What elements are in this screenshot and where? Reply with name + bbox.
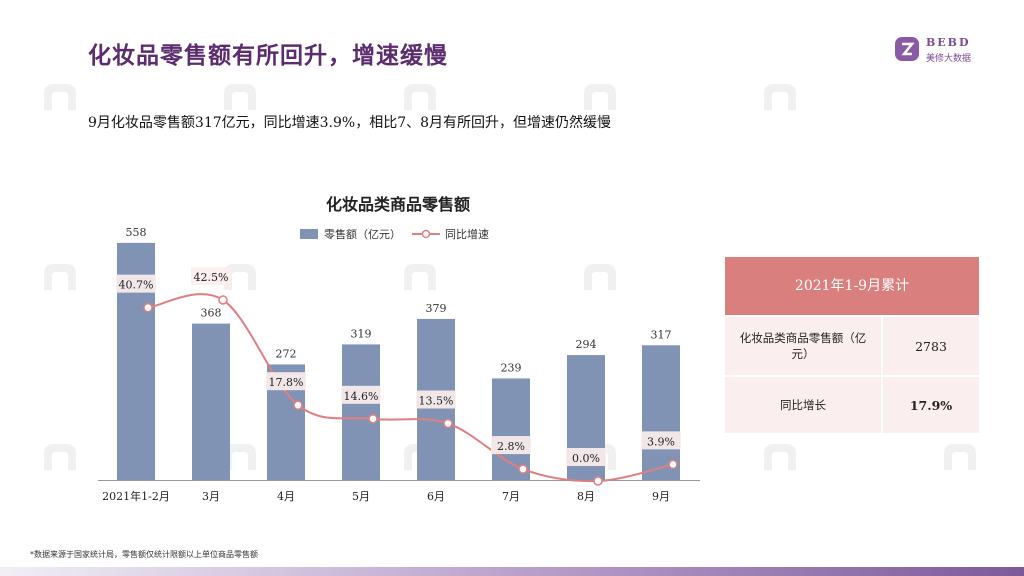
- summary-header: 2021年1-9月累计: [725, 257, 979, 315]
- summary-table: 2021年1-9月累计 化妆品类商品零售额（亿元） 2783 同比增长 17.9…: [725, 257, 979, 433]
- page-title: 化妆品零售额有所回升，增速缓慢: [88, 43, 448, 69]
- watermark-mark: [764, 444, 796, 470]
- growth-point: [593, 476, 603, 486]
- growth-point: [668, 459, 678, 470]
- x-tick-label: 5月: [352, 490, 370, 503]
- growth-point: [218, 295, 228, 305]
- x-tick-label: 4月: [277, 490, 295, 503]
- growth-value-label: 13.5%: [419, 395, 454, 408]
- bar: [342, 344, 380, 480]
- growth-line: [147, 293, 674, 483]
- growth-value-label: 42.5%: [194, 271, 229, 284]
- growth-label-bg: [416, 390, 456, 409]
- bar-value-label: 294: [576, 338, 597, 351]
- summary-row: 化妆品类商品零售额（亿元） 2783: [725, 315, 979, 375]
- x-tick-label: 9月: [652, 490, 670, 503]
- growth-value-label: 17.8%: [269, 376, 304, 389]
- growth-value-label: 3.9%: [647, 435, 675, 448]
- watermark-mark: [764, 84, 796, 110]
- growth-point: [443, 418, 453, 429]
- bottom-bar: [0, 567, 1024, 576]
- footnote: *数据来源于国家统计局，零售额仅统计限额以上单位商品零售额: [30, 550, 258, 559]
- x-tick-label: 7月: [502, 490, 520, 503]
- growth-point: [143, 302, 153, 313]
- growth-point: [518, 464, 528, 474]
- legend-swatch-bar: [300, 229, 318, 239]
- bar-value-label: 558: [126, 226, 147, 239]
- logo-text: BEBD: [926, 36, 971, 49]
- growth-value-label: 40.7%: [119, 279, 154, 292]
- x-tick-label: 6月: [427, 490, 445, 503]
- x-tick-label: 3月: [202, 490, 220, 503]
- bar-value-label: 272: [276, 347, 297, 360]
- logo: BEBD 美修大数据: [892, 34, 992, 70]
- growth-value-label: 14.6%: [344, 390, 379, 403]
- bar-value-label: 379: [426, 302, 447, 315]
- x-tick-label: 2021年1-2月: [102, 489, 170, 503]
- logo-icon: [895, 37, 919, 61]
- legend-label-line: 同比增速: [445, 227, 489, 241]
- summary-row: 同比增长 17.9%: [725, 375, 979, 433]
- summary-label: 化妆品类商品零售额（亿元）: [725, 317, 883, 375]
- bar-value-label: 368: [201, 307, 222, 320]
- bar-value-label: 319: [351, 327, 372, 340]
- growth-label-bg: [566, 448, 606, 466]
- growth-point: [293, 400, 303, 410]
- growth-label-bg: [266, 372, 306, 391]
- growth-label-bg: [641, 431, 681, 450]
- summary-value: 2783: [915, 338, 947, 354]
- bar-value-label: 239: [501, 361, 522, 374]
- chart-title: 化妆品类商品零售额: [325, 195, 470, 214]
- growth-value-label: 0.0%: [572, 452, 600, 465]
- bar-value-label: 317: [651, 328, 672, 341]
- growth-value-label: 2.8%: [497, 440, 525, 453]
- watermark-mark: [944, 444, 976, 470]
- x-tick-label: 8月: [577, 490, 595, 503]
- bar: [192, 323, 230, 480]
- subtitle: 9月化妆品零售额317亿元，同比增速3.9%，相比7、8月有所回升，但增速仍然缓…: [88, 115, 612, 131]
- bar: [642, 345, 680, 480]
- logo-subtext: 美修大数据: [926, 54, 972, 64]
- summary-label: 同比增长: [725, 377, 883, 433]
- growth-label-bg: [116, 274, 156, 293]
- legend-label-bar: 零售额（亿元）: [324, 227, 401, 241]
- growth-label-bg: [191, 267, 231, 285]
- legend-marker-line: [421, 229, 431, 239]
- growth-point: [368, 414, 378, 424]
- summary-value: 17.9%: [909, 397, 953, 413]
- retail-chart: 零售额（亿元） 同比增速 558 368 272 319 379 239 294 317 2021年…: [98, 226, 700, 503]
- growth-label-bg: [341, 385, 381, 404]
- growth-label-bg: [491, 436, 531, 455]
